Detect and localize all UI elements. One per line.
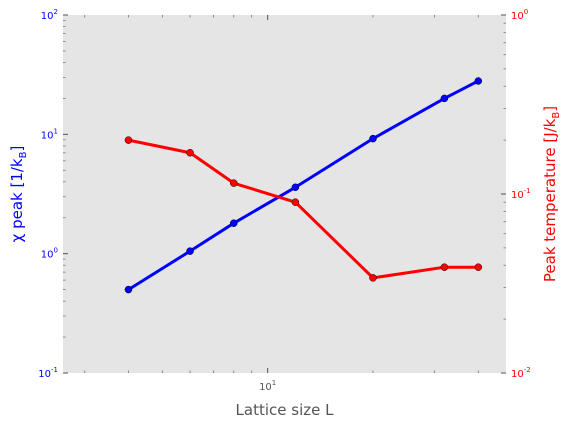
labels-layer: 10-1 100 101 102 10-2 10-1 100 101 Lattice size …	[8, 8, 562, 419]
series-right-point	[186, 148, 194, 157]
left-tick-label: 101	[41, 127, 58, 141]
left-tick-label: 10-1	[38, 366, 58, 380]
series-layer	[124, 77, 483, 294]
right-axis-title: Peak temperature [J/kB]	[541, 106, 562, 282]
right-tick-label: 100	[511, 8, 528, 22]
right-tick-label: 10-2	[511, 366, 531, 380]
series-right-point	[230, 179, 238, 187]
ticks-layer	[63, 14, 506, 374]
series-right-point	[440, 263, 449, 271]
series-left-point	[291, 183, 300, 192]
left-axis-title: χ peak [1/kB]	[8, 146, 29, 243]
series-right-point	[474, 263, 483, 271]
x-tick-label: 101	[259, 379, 276, 393]
series-right-point	[124, 136, 133, 144]
series-left-point	[440, 94, 449, 103]
series-right-point	[291, 198, 300, 206]
right-tick-label: 10-1	[511, 187, 531, 201]
series-left-point	[230, 219, 238, 227]
left-tick-label: 102	[41, 8, 58, 22]
left-tick-label: 100	[41, 247, 58, 261]
series-left-point	[186, 247, 194, 255]
series-left-point	[474, 77, 483, 85]
series-left-point	[124, 285, 133, 294]
series-left-point	[369, 134, 377, 143]
x-axis-title: Lattice size L	[236, 401, 335, 419]
series-right-point	[369, 274, 377, 282]
